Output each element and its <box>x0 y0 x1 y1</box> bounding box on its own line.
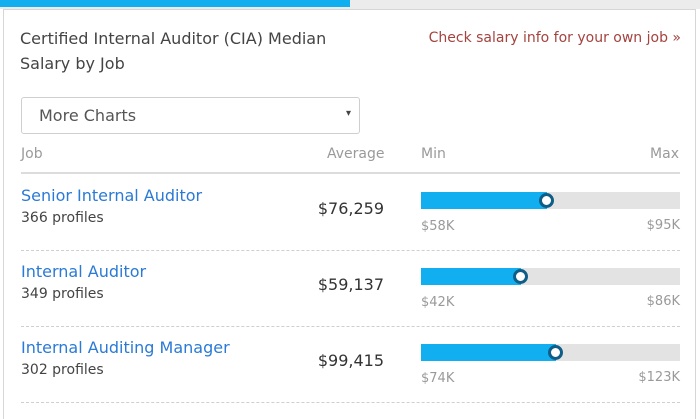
range-min: $42K <box>421 295 455 310</box>
average-salary: $59,137 <box>317 275 384 294</box>
dropdown-value: More Charts <box>39 106 137 125</box>
column-header-max: Max <box>650 146 679 162</box>
column-header-job: Job <box>21 146 43 162</box>
range-max: $123K <box>638 370 680 385</box>
median-marker-icon <box>513 269 529 284</box>
range-min: $74K <box>421 371 455 386</box>
median-marker-icon <box>547 345 563 360</box>
salary-range-bar <box>421 344 680 361</box>
salary-range-fill <box>421 268 522 285</box>
range-max: $95K <box>646 218 680 233</box>
check-own-job-link[interactable]: Check salary info for your own job » <box>428 30 681 46</box>
salary-range-fill <box>421 344 556 361</box>
card-title: Certified Internal Auditor (CIA) Median … <box>20 29 327 73</box>
range-min: $58K <box>421 219 455 234</box>
table-row: Internal Auditor 349 profiles $59,137 $4… <box>21 251 680 327</box>
caret-down-icon: ▾ <box>345 108 351 119</box>
profile-count: 302 profiles <box>21 362 104 378</box>
job-link[interactable]: Internal Auditing Manager <box>21 338 230 357</box>
range-max: $86K <box>646 294 680 309</box>
salary-range-bar <box>421 268 680 285</box>
median-marker-icon <box>538 193 554 208</box>
table-row: Senior Internal Auditor 366 profiles $76… <box>21 175 680 251</box>
salary-range-fill <box>421 192 547 209</box>
average-salary: $76,259 <box>317 199 384 218</box>
average-salary: $99,415 <box>317 351 384 370</box>
table-row: Internal Auditing Manager 302 profiles $… <box>21 327 680 403</box>
header-divider <box>21 172 680 174</box>
column-header-average: Average <box>327 146 385 162</box>
profile-count: 366 profiles <box>21 210 104 226</box>
salary-by-job-card: Certified Internal Auditor (CIA) Median … <box>3 9 696 419</box>
job-link[interactable]: Internal Auditor <box>21 262 147 281</box>
profile-count: 349 profiles <box>21 286 104 302</box>
top-progress-bar <box>0 0 700 9</box>
more-charts-dropdown[interactable]: More Charts ▾ <box>21 97 360 134</box>
top-progress-fill <box>0 0 350 7</box>
salary-range-bar <box>421 192 680 209</box>
column-header-min: Min <box>421 146 446 162</box>
job-link[interactable]: Senior Internal Auditor <box>21 186 203 205</box>
